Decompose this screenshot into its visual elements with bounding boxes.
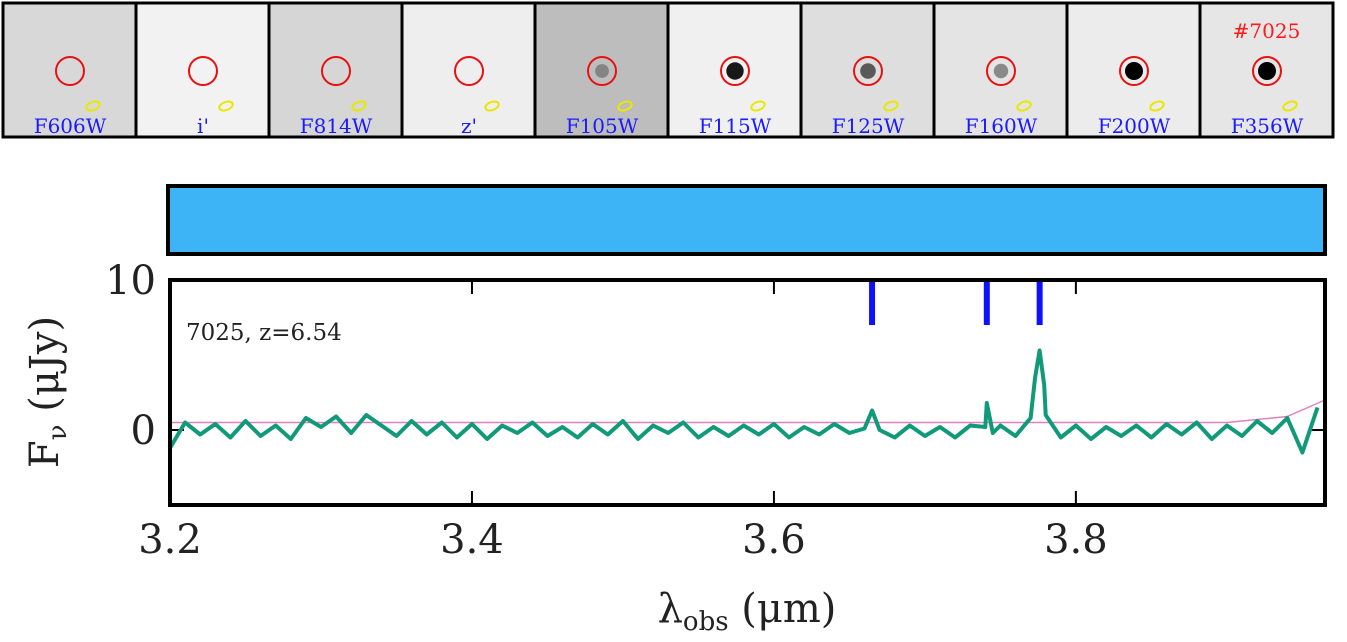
neighbor bbox=[1282, 100, 1298, 112]
object-label: #7025 bbox=[1233, 19, 1301, 43]
neighbor bbox=[1016, 100, 1032, 112]
cutout-image bbox=[1, 1, 138, 139]
neighbor bbox=[85, 100, 101, 112]
filter-label: F125W bbox=[832, 114, 905, 138]
x-tick-label: 3.4 bbox=[440, 517, 504, 563]
cutout-source bbox=[1258, 62, 1276, 80]
cutout-source bbox=[860, 63, 876, 79]
filter-label: i' bbox=[197, 114, 209, 138]
spectrum-2d bbox=[166, 184, 1327, 256]
neighbor bbox=[1149, 100, 1165, 112]
cutout-image bbox=[932, 1, 1069, 139]
plot-frame bbox=[168, 278, 1327, 507]
aperture bbox=[720, 56, 750, 86]
x-label-main: λ bbox=[658, 586, 683, 632]
aperture bbox=[454, 56, 484, 86]
y-tick-label: 0 bbox=[131, 408, 156, 454]
filter-label: F160W bbox=[965, 114, 1038, 138]
neighbor bbox=[218, 100, 234, 112]
y-label-main: F bbox=[22, 440, 68, 468]
aperture bbox=[55, 56, 85, 86]
y-tick-label: 10 bbox=[105, 258, 156, 304]
neighbor bbox=[750, 100, 766, 112]
plot-area bbox=[170, 280, 1325, 505]
x-label-sub: obs bbox=[683, 607, 729, 637]
x-axis-label: λobs (μm) bbox=[658, 586, 837, 637]
aperture bbox=[587, 56, 617, 86]
cutout-image bbox=[533, 1, 670, 139]
aperture bbox=[853, 56, 883, 86]
filter-label: F200W bbox=[1098, 114, 1171, 138]
filter-label: F115W bbox=[699, 114, 772, 138]
plot: 3.2 3.4 3.6 3.8 0 10 bbox=[105, 258, 1326, 563]
filter-label: z' bbox=[461, 114, 477, 138]
y-axis-label: Fν (μJy) bbox=[22, 316, 73, 468]
spectrum-line bbox=[168, 348, 1320, 455]
cutout-source bbox=[595, 64, 609, 78]
neighbor bbox=[351, 100, 367, 112]
filter-label: F105W bbox=[566, 114, 639, 138]
aperture bbox=[1119, 56, 1149, 86]
neighbor bbox=[484, 100, 500, 112]
neighbor bbox=[883, 100, 899, 112]
x-tick-label: 3.6 bbox=[742, 517, 806, 563]
y-label-sub: ν bbox=[43, 424, 73, 440]
x-label-unit: (μm) bbox=[729, 586, 837, 632]
cutout-source bbox=[726, 62, 744, 80]
filter-label: F606W bbox=[34, 114, 107, 138]
cutout-row: F606W i' F814W z' F105W F115W F125W F160W F200W F… bbox=[1, 1, 1335, 139]
aperture bbox=[1252, 56, 1282, 86]
filter-label: F356W bbox=[1231, 114, 1304, 138]
aperture bbox=[986, 56, 1016, 86]
cutout-source bbox=[993, 63, 1009, 79]
neighbor bbox=[617, 100, 633, 112]
cutout-image bbox=[134, 1, 271, 139]
x-tick-label: 3.2 bbox=[138, 517, 202, 563]
cutout-source bbox=[1125, 62, 1143, 80]
aperture bbox=[188, 56, 218, 86]
x-tick-label: 3.8 bbox=[1044, 517, 1108, 563]
annotation: 7025, z=6.54 bbox=[186, 320, 342, 346]
aperture bbox=[321, 56, 351, 86]
filter-label: F814W bbox=[300, 114, 373, 138]
y-label-unit: (μJy) bbox=[22, 316, 68, 425]
